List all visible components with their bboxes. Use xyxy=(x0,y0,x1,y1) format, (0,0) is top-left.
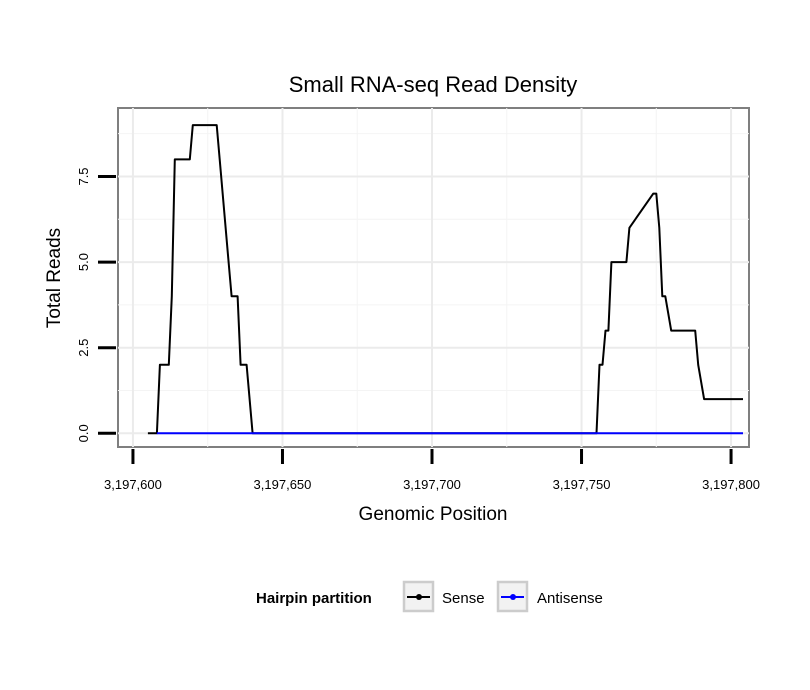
legend-label-antisense: Antisense xyxy=(537,590,603,607)
x-tick-label: 3,197,700 xyxy=(403,477,461,492)
chart-title: Small RNA-seq Read Density xyxy=(289,72,578,97)
plot-panel xyxy=(117,107,750,448)
legend-point-antisense xyxy=(510,594,516,600)
y-tick-label: 2.5 xyxy=(76,339,91,357)
legend-item-sense: Sense xyxy=(402,580,485,613)
y-axis-title: Total Reads xyxy=(44,228,65,328)
series-layer xyxy=(147,124,743,435)
y-axis: 0.0 2.5 5.0 7.5 xyxy=(76,167,116,442)
legend: Hairpin partition Sense Antisense xyxy=(256,580,603,613)
legend-label-sense: Sense xyxy=(442,590,485,607)
x-tick-label: 3,197,650 xyxy=(254,477,312,492)
x-tick-label: 3,197,750 xyxy=(553,477,611,492)
grid-minor xyxy=(118,108,749,447)
x-tick-label: 3,197,600 xyxy=(104,477,162,492)
legend-point-sense xyxy=(416,594,422,600)
legend-title: Hairpin partition xyxy=(256,590,372,607)
x-axis: 3,197,600 3,197,650 3,197,700 3,197,750 3,19… xyxy=(104,449,760,492)
y-tick-label: 0.0 xyxy=(76,424,91,442)
x-tick-label: 3,197,800 xyxy=(702,477,760,492)
y-tick-label: 7.5 xyxy=(76,167,91,185)
x-axis-title: Genomic Position xyxy=(359,504,508,525)
y-tick-label: 5.0 xyxy=(76,253,91,271)
legend-item-antisense: Antisense xyxy=(496,580,603,613)
series-line-sense xyxy=(147,124,743,435)
